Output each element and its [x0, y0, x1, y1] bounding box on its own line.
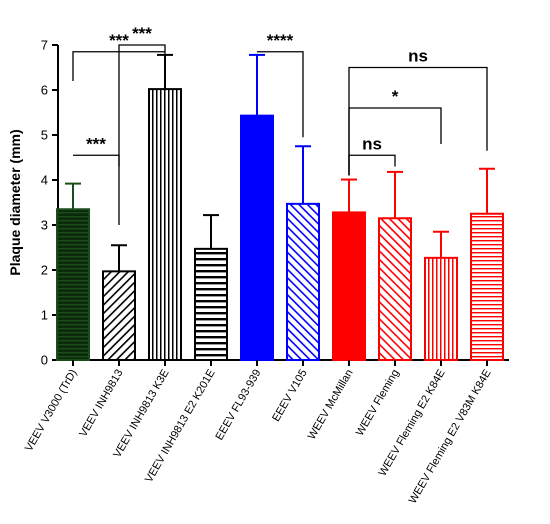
category-label: VEEV V3000 (TrD): [23, 368, 80, 454]
bar: [194, 247, 228, 362]
bar: [56, 208, 90, 361]
y-tick-label: 0: [41, 353, 48, 368]
y-axis-label: Plaque diameter (mm): [7, 129, 23, 275]
significance-bracket: [72, 51, 165, 81]
y-tick-label: 7: [41, 38, 48, 53]
category-label: EEEV V105: [270, 368, 309, 424]
significance-label: ***: [86, 134, 106, 153]
category-label: EEEV FL93-939: [213, 368, 263, 443]
significance-label: ****: [267, 31, 294, 50]
significance-bracket: [257, 51, 304, 138]
bar: [240, 114, 274, 362]
y-tick-label: 6: [41, 83, 48, 98]
bar: [332, 211, 366, 361]
significance-bracket: [73, 154, 120, 167]
y-tick-label: 1: [41, 308, 48, 323]
significance-bracket: [118, 44, 166, 225]
bar: [378, 217, 412, 361]
y-tick-label: 4: [41, 173, 48, 188]
category-label: VEEV INH9813: [77, 368, 125, 440]
significance-bracket: [348, 66, 488, 176]
significance-label: *: [392, 87, 399, 106]
y-tick-label: 2: [41, 263, 48, 278]
category-label: WEEV McMillan: [306, 368, 356, 442]
bar: [102, 270, 136, 362]
bar: [424, 256, 458, 362]
significance-label: ns: [408, 47, 428, 66]
significance-label: ns: [362, 134, 382, 153]
bar: [286, 202, 320, 361]
bar: [148, 88, 182, 361]
category-label: WEEV Fleming E2 V83M K84E: [407, 368, 494, 506]
y-tick-label: 3: [41, 218, 48, 233]
bar: [470, 212, 504, 361]
category-label: WEEV Fleming: [354, 368, 402, 439]
significance-label: ***: [132, 24, 152, 43]
y-tick-label: 5: [41, 128, 48, 143]
